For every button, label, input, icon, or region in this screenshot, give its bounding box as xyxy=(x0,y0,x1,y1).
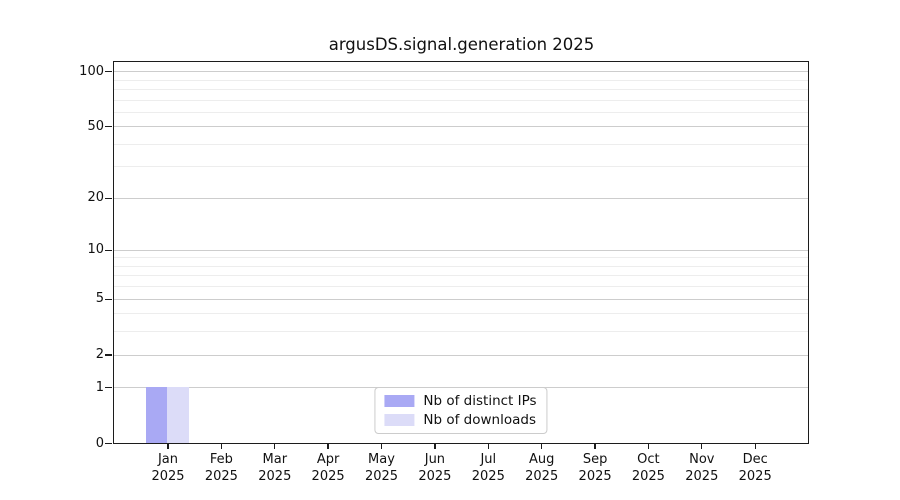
gridline-major xyxy=(114,354,808,356)
chart-title: argusDS.signal.generation 2025 xyxy=(328,35,595,54)
gridline-minor xyxy=(114,275,808,277)
legend-swatch-downloads xyxy=(384,414,415,426)
x-tick-mark xyxy=(380,443,383,449)
y-tick-label: 0 xyxy=(95,435,104,451)
legend-label-downloads: Nb of downloads xyxy=(423,412,536,428)
y-tick-label: 10 xyxy=(87,242,104,258)
legend: Nb of distinct IPs Nb of downloads xyxy=(374,387,548,434)
x-tick-label: Feb 2025 xyxy=(204,451,238,484)
x-tick-label: Dec 2025 xyxy=(738,451,772,484)
x-tick-label: Jun 2025 xyxy=(418,451,452,484)
gridline-minor xyxy=(114,88,808,90)
gridline-major xyxy=(114,298,808,300)
legend-label-distinct-ips: Nb of distinct IPs xyxy=(423,393,537,409)
y-tick-label: 50 xyxy=(87,118,104,134)
gridline-minor xyxy=(114,257,808,259)
x-tick-label: Oct 2025 xyxy=(631,451,665,484)
gridline-minor xyxy=(114,143,808,145)
y-tick-mark xyxy=(105,354,113,356)
legend-swatch-distinct-ips xyxy=(384,395,415,407)
x-tick-label: Nov 2025 xyxy=(685,451,719,484)
y-tick-label: 100 xyxy=(79,63,104,79)
gridline-major xyxy=(114,71,808,72)
x-tick-mark xyxy=(434,443,436,449)
gridline-minor xyxy=(114,286,808,288)
x-tick-mark xyxy=(541,443,543,449)
y-tick-mark xyxy=(105,387,113,389)
y-tick-label: 1 xyxy=(95,379,104,395)
gridline-minor xyxy=(114,265,808,267)
y-tick-mark xyxy=(105,126,113,128)
x-tick-mark xyxy=(167,443,169,449)
gridline-major xyxy=(114,126,808,128)
y-tick-mark xyxy=(105,249,113,251)
y-tick-mark xyxy=(105,70,113,73)
x-tick-mark xyxy=(647,443,650,449)
x-tick-label: Apr 2025 xyxy=(311,451,345,484)
x-tick-label: Mar 2025 xyxy=(258,451,292,484)
x-tick-label: Aug 2025 xyxy=(525,451,559,484)
gridline-minor xyxy=(114,99,808,101)
bar-nb-of-downloads-jan xyxy=(167,387,190,443)
y-tick-mark xyxy=(105,298,113,300)
y-tick-label: 2 xyxy=(95,347,104,363)
x-tick-mark xyxy=(754,443,756,449)
legend-entry-downloads: Nb of downloads xyxy=(384,412,536,428)
gridline-minor xyxy=(114,331,808,333)
x-tick-mark xyxy=(594,443,596,449)
y-tick-label: 20 xyxy=(87,190,104,206)
y-tick-label: 5 xyxy=(95,291,104,307)
x-tick-mark xyxy=(220,443,223,449)
x-tick-mark xyxy=(327,443,329,449)
legend-entry-distinct-ips: Nb of distinct IPs xyxy=(384,393,537,409)
x-tick-mark xyxy=(487,443,489,449)
x-tick-label: Jul 2025 xyxy=(471,451,505,484)
gridline-minor xyxy=(114,111,808,113)
x-tick-label: May 2025 xyxy=(364,451,399,484)
plot-area: Nb of distinct IPs Nb of downloads xyxy=(113,61,809,444)
x-tick-label: Sep 2025 xyxy=(578,451,612,484)
x-tick-label: Jan 2025 xyxy=(151,451,185,484)
y-tick-mark xyxy=(105,442,113,445)
x-tick-mark xyxy=(701,443,703,449)
x-tick-mark xyxy=(274,443,276,449)
gridline-major xyxy=(114,249,808,251)
gridline-major xyxy=(114,197,808,199)
gridline-minor xyxy=(114,313,808,315)
y-tick-mark xyxy=(105,197,113,199)
gridline-minor xyxy=(114,79,808,81)
bar-nb-of-distinct-ips-jan xyxy=(145,387,168,443)
gridline-minor xyxy=(114,166,808,168)
